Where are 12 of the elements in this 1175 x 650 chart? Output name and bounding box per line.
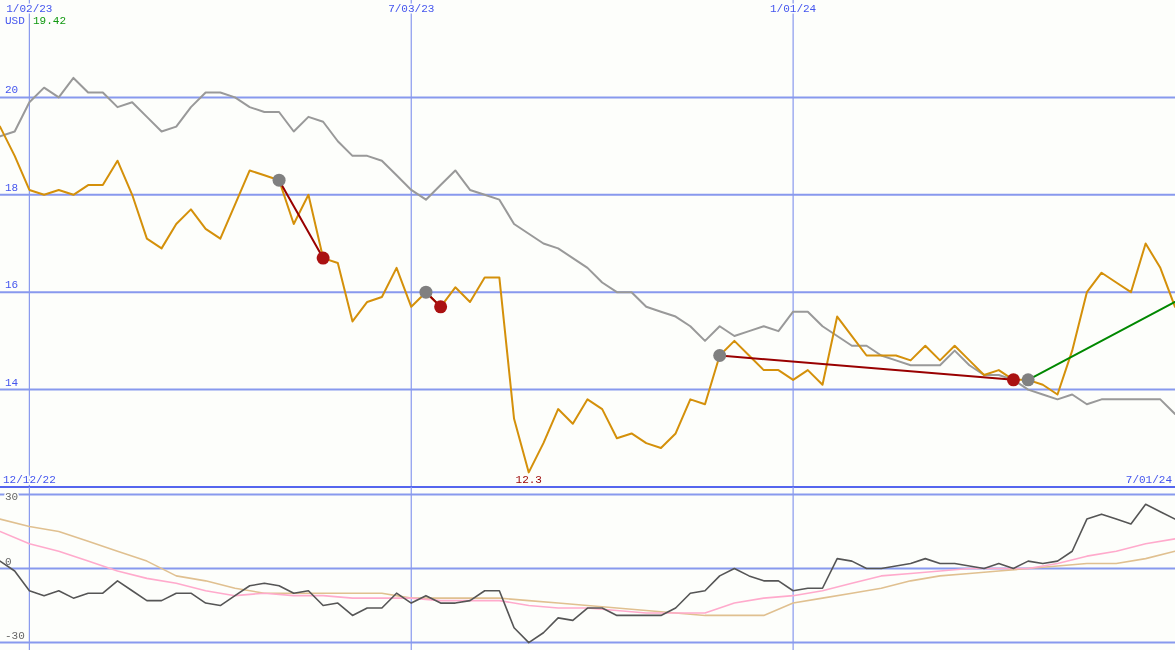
y-tick-label: 16 (5, 279, 19, 292)
y-tick-label: 0 (5, 555, 12, 568)
x-tick-label: 7/03/23 (388, 3, 435, 15)
annotation: 12.3 (515, 474, 542, 487)
x-tick-label: 1/01/24 (770, 3, 817, 15)
y-tick-label: -30 (5, 629, 25, 642)
y-tick-label: 18 (5, 181, 19, 194)
annotation: 19.42 (33, 15, 67, 27)
y-tick-label: 14 (5, 376, 19, 389)
annotation: USD (5, 15, 26, 27)
annotation: 7/01/24 (1125, 474, 1173, 486)
y-tick-label: 20 (5, 84, 19, 97)
